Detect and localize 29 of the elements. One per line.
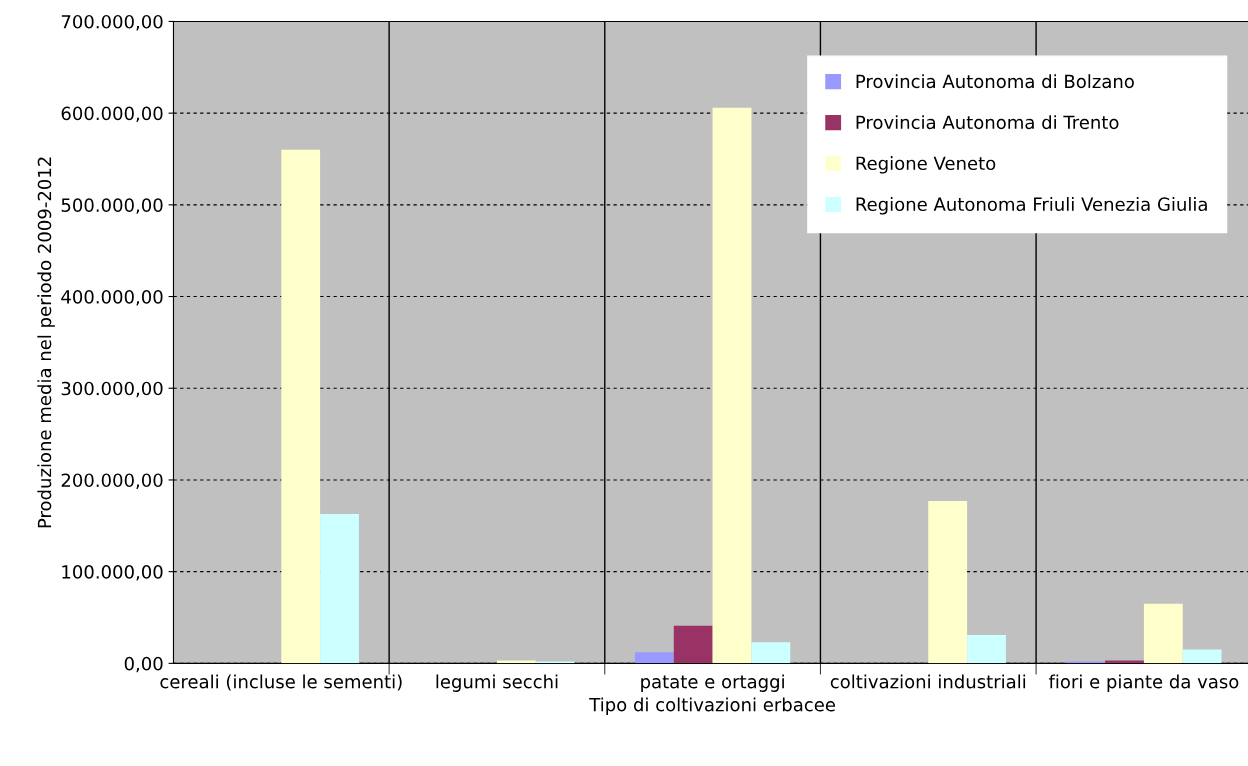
bar [320,513,359,664]
y-tick-label: 100.000,00 [62,565,163,581]
x-axis-title: Tipo di coltivazioni erbacee [589,697,836,715]
x-tick-label: legumi secchi [436,674,558,692]
y-tick-label: 400.000,00 [61,290,163,306]
legend-label: Provincia Autonoma di Bolzano [856,74,1134,89]
x-tick-label: patate e ortaggi [641,674,784,692]
x-tick-label: fiori e piante da vaso [1048,674,1239,692]
y-axis-title: Produzione media nel periodo 2009-2012 [37,157,55,528]
y-tick-label: 300.000,00 [61,381,163,398]
bar [712,107,752,664]
legend-label: Regione Veneto [856,156,996,174]
y-tick-label: 200.000,00 [61,473,163,489]
bar [281,149,321,664]
y-tick-label: 600.000,00 [61,106,163,123]
y-tick-label: 700.000,00 [61,14,163,31]
bar [751,642,791,664]
x-tick-label: coltivazioni industriali [830,674,1026,689]
legend-label: Regione Autonoma Friuli Venezia Giulia [856,197,1207,215]
y-tick-label: 500.000,00 [61,198,163,214]
y-tick-label: 0,00 [124,656,163,673]
legend-label: Provincia Autonoma di Trento [856,115,1119,130]
bar [928,501,968,664]
bar [1143,603,1183,664]
bar [1182,649,1222,664]
bar [673,625,713,664]
bar [967,634,1006,664]
bar [634,652,674,664]
x-tick-label: cereali (incluse le sementi) [160,674,402,691]
